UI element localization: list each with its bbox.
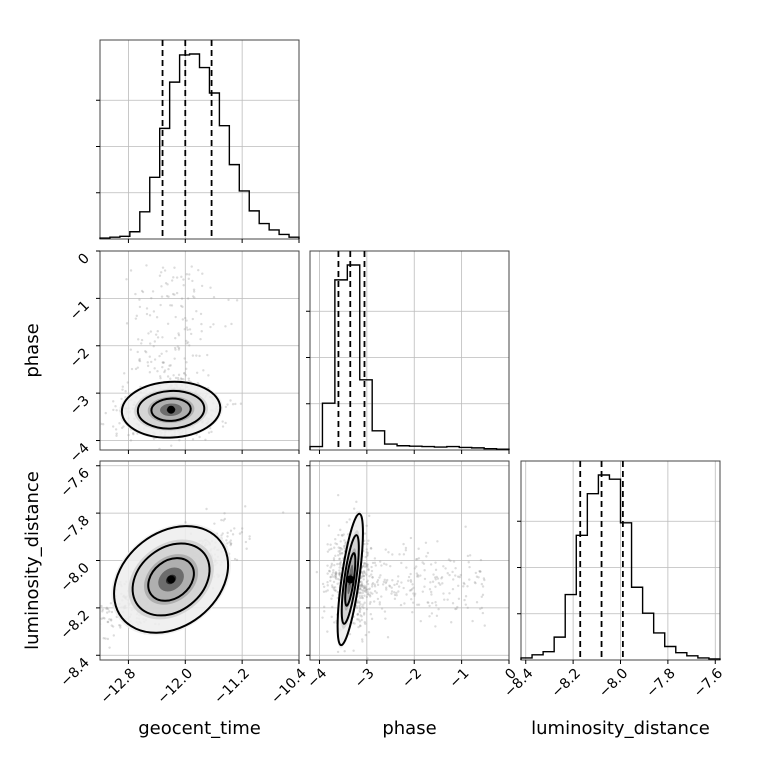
contour-0 [113, 525, 230, 634]
density-peak [167, 575, 176, 584]
x-axis-label-geocent_time: geocent_time [138, 718, 261, 739]
density-peak [167, 405, 176, 414]
x-axis-label-phase: phase [382, 718, 436, 739]
y-tick-label-phase: −3 [67, 393, 93, 419]
joint-phase-luminosity_distance [306, 460, 510, 664]
y-tick-label-phase: −4 [67, 440, 93, 466]
y-tick-label-luminosity_distance: −7.8 [57, 513, 92, 548]
y-tick-label-phase: 0 [75, 251, 93, 269]
histogram-phase-frame [309, 250, 510, 451]
contour-1 [131, 542, 211, 617]
x-tick-label-geocent_time: −11.2 [211, 666, 253, 708]
y-axis-label-luminosity_distance: luminosity_distance [22, 471, 43, 650]
y-axis-label-phase: phase [22, 323, 43, 377]
contour-1 [340, 534, 360, 625]
contour-0 [336, 512, 364, 647]
y-tick-label-phase: −1 [67, 298, 93, 324]
joint-geocent_time-phase [96, 250, 300, 454]
x-tick-label-luminosity_distance: −8.2 [549, 666, 584, 701]
contour-2 [150, 397, 192, 422]
histogram-geocent_time-frame [99, 39, 300, 240]
histogram-geocent_time [96, 39, 300, 243]
scatter-cloud-geocent_time-phase [100, 264, 243, 450]
histogram-step-luminosity_distance [520, 474, 721, 660]
joint-geocent_time-phase-frame [99, 250, 300, 451]
x-tick-label-luminosity_distance: −7.6 [691, 665, 726, 700]
x-tick-label-geocent_time: −12.0 [154, 666, 196, 708]
histogram-phase [306, 250, 510, 454]
x-tick-label-geocent_time: −10.4 [268, 665, 310, 707]
scatter-cloud-geocent_time-luminosity_distance [100, 505, 285, 649]
x-tick-label-phase: −4 [304, 665, 330, 691]
density-peak [346, 575, 355, 584]
x-tick-label-phase: −1 [447, 666, 473, 692]
y-tick-label-phase: −2 [67, 345, 93, 371]
contour-1 [136, 389, 206, 430]
scatter-cloud-phase-luminosity_distance [315, 493, 486, 660]
joint-geocent_time-luminosity_distance [96, 460, 300, 664]
contour-2 [147, 557, 195, 602]
histogram-luminosity_distance [517, 460, 721, 664]
y-tick-label-luminosity_distance: −7.6 [57, 465, 92, 500]
y-tick-label-luminosity_distance: −8.4 [57, 655, 92, 690]
x-tick-label-geocent_time: −12.8 [98, 666, 140, 708]
y-tick-label-luminosity_distance: −8.0 [57, 560, 92, 595]
x-tick-label-phase: −3 [352, 666, 378, 692]
histogram-step-geocent_time [99, 53, 300, 239]
x-axis-label-luminosity_distance: luminosity_distance [531, 718, 710, 739]
x-tick-label-luminosity_distance: −8.0 [596, 666, 631, 701]
y-tick-label-luminosity_distance: −8.2 [57, 607, 92, 642]
x-tick-label-phase: −2 [399, 666, 425, 692]
x-tick-label-luminosity_distance: −7.8 [643, 666, 678, 701]
contour-0 [120, 380, 222, 439]
histogram-step-phase [309, 264, 510, 450]
